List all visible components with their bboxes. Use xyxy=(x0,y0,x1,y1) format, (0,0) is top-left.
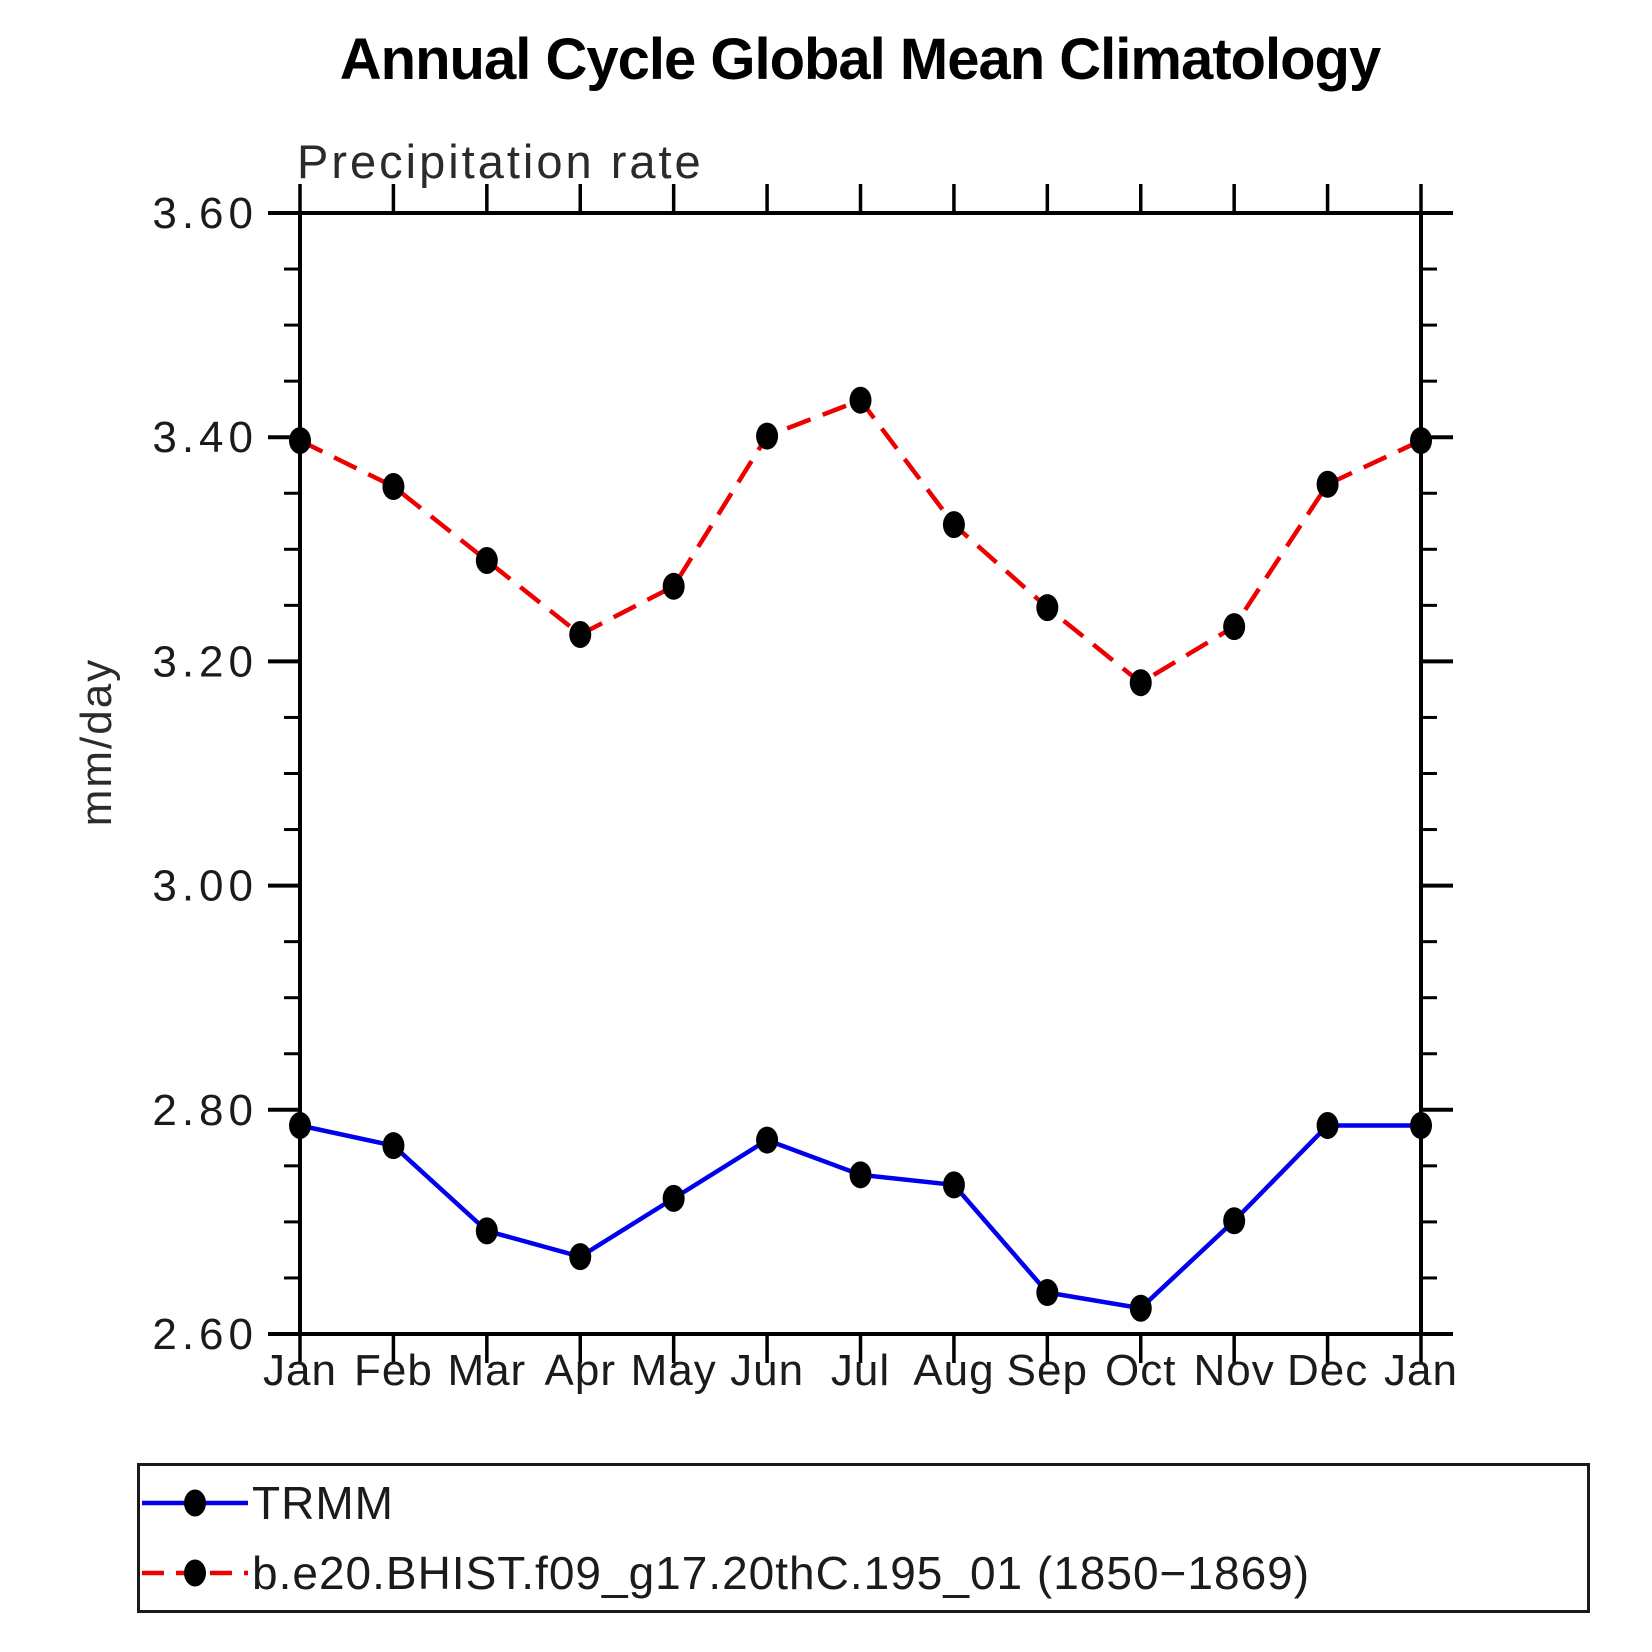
data-point-marker xyxy=(475,547,498,575)
legend-marker xyxy=(184,1559,206,1587)
x-tick-label: Apr xyxy=(545,1346,616,1395)
legend-marker xyxy=(184,1489,206,1517)
series-markers-model xyxy=(289,386,1432,697)
data-point-marker xyxy=(382,473,405,501)
legend-label-model: b.e20.BHIST.f09_g17.20thC.195_01 (1850−1… xyxy=(252,1547,1311,1600)
data-point-marker xyxy=(1223,613,1246,641)
legend-item-trmm: TRMM xyxy=(140,1469,1587,1537)
y-tick-labels: 2.60 2.80 3.00 3.20 3.40 3.60 xyxy=(152,189,258,1359)
data-point-marker xyxy=(569,620,592,648)
x-tick-label: May xyxy=(631,1346,717,1395)
data-point-marker xyxy=(1410,427,1432,455)
legend-line-sample-model xyxy=(142,1559,248,1587)
x-tick-label: Jan xyxy=(1384,1346,1458,1395)
data-point-marker xyxy=(475,1217,498,1245)
data-point-marker xyxy=(756,422,779,450)
data-point-marker xyxy=(1036,1279,1059,1307)
data-point-marker xyxy=(1410,1111,1432,1139)
data-point-marker xyxy=(289,427,311,455)
y-tick-label: 3.40 xyxy=(152,413,258,462)
x-tick-label: Feb xyxy=(354,1346,433,1395)
y-tick-label: 2.80 xyxy=(152,1086,258,1135)
x-tick-label: Aug xyxy=(913,1346,994,1395)
data-point-marker xyxy=(662,572,685,600)
data-point-marker xyxy=(1316,1111,1339,1139)
y-tick-label: 3.20 xyxy=(152,637,258,686)
data-point-marker xyxy=(1129,1294,1152,1322)
legend-line-sample-trmm xyxy=(142,1489,248,1517)
data-point-marker xyxy=(662,1184,685,1212)
data-point-marker xyxy=(942,511,965,539)
legend-label-trmm: TRMM xyxy=(252,1476,394,1529)
data-point-marker xyxy=(1223,1207,1246,1235)
y-tick-label: 3.60 xyxy=(152,189,258,238)
chart-title: Annual Cycle Global Mean Climatology xyxy=(339,27,1381,92)
chart-subtitle: Precipitation rate xyxy=(297,135,704,188)
y-tick-label: 2.60 xyxy=(152,1310,258,1359)
legend-item-model: b.e20.BHIST.f09_g17.20thC.195_01 (1850−1… xyxy=(140,1539,1587,1607)
x-tick-label: Dec xyxy=(1287,1346,1368,1395)
y-tick-label: 3.00 xyxy=(152,862,258,911)
data-point-marker xyxy=(382,1132,405,1160)
x-tick-label: Oct xyxy=(1105,1346,1176,1395)
data-point-marker xyxy=(1036,594,1059,622)
x-tick-label: Sep xyxy=(1007,1346,1088,1395)
plot-frame xyxy=(298,211,1423,1336)
legend-box: TRMM b.e20.BHIST.f09_g17.20thC.195_01 (1… xyxy=(137,1463,1590,1613)
data-point-marker xyxy=(942,1171,965,1199)
x-tick-label: Jan xyxy=(263,1346,337,1395)
data-point-marker xyxy=(569,1243,592,1271)
x-tick-label: Jun xyxy=(730,1346,804,1395)
x-tick-label: Mar xyxy=(447,1346,526,1395)
x-tick-labels: Jan Feb Mar Apr May Jun Jul Aug Sep Oct Nov Dec Jan xyxy=(263,1346,1458,1395)
data-point-marker xyxy=(1316,470,1339,498)
data-point-marker xyxy=(849,386,872,414)
x-tick-label: Nov xyxy=(1194,1346,1275,1395)
series-markers-trmm xyxy=(289,1111,1432,1322)
series-line-model xyxy=(299,397,1422,686)
data-point-marker xyxy=(756,1126,779,1154)
x-tick-label: Jul xyxy=(831,1346,890,1395)
series-line-trmm xyxy=(299,1123,1421,1311)
data-point-marker xyxy=(849,1161,872,1189)
data-point-marker xyxy=(1129,669,1152,697)
data-point-marker xyxy=(289,1111,311,1139)
